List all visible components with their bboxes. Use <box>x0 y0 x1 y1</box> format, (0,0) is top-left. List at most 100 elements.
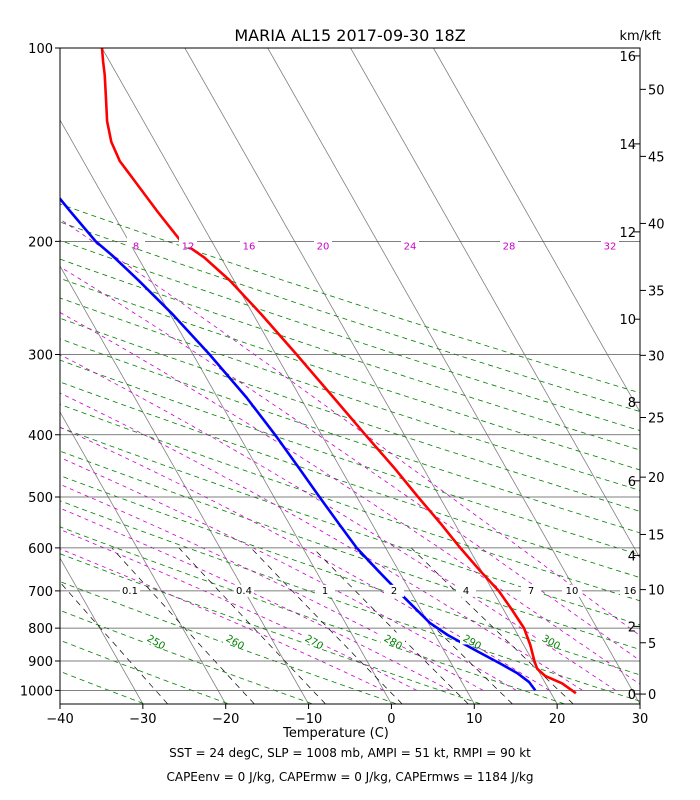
kft-tick-label: 0 <box>648 688 656 703</box>
footer-line-1: SST = 24 degC, SLP = 1008 mb, AMPI = 51 … <box>169 746 531 760</box>
footer-line-2: CAPEenv = 0 J/kg, CAPErmw = 0 J/kg, CAPE… <box>166 770 533 784</box>
mixing-ratio-label: 0.1 <box>122 586 138 597</box>
km-tick-label: 2 <box>628 620 636 635</box>
mixing-ratio-line <box>111 547 255 704</box>
isotherm-line <box>101 48 475 704</box>
x-tick-label: −20 <box>212 712 239 727</box>
dry-adiabat-line <box>60 381 640 579</box>
dry-adiabat-line <box>60 553 483 704</box>
km-tick-label: 14 <box>619 138 636 153</box>
isotherm-line <box>60 411 227 704</box>
mixing-ratio-label: 2 <box>391 586 397 597</box>
mixing-ratio-label-bg <box>562 584 582 597</box>
km-tick-label: 8 <box>628 396 636 411</box>
mixing-ratio-label-bg <box>456 584 476 597</box>
dry-adiabat-line <box>60 427 640 626</box>
mixing-ratio-label-bg <box>234 584 254 597</box>
x-tick-label: 10 <box>466 712 483 727</box>
x-tick-label: 0 <box>387 712 395 727</box>
moist-adiabat-line <box>60 392 583 691</box>
isotherm-line <box>350 48 640 559</box>
profile-line <box>100 48 577 695</box>
dry-adiabat-line <box>60 581 398 704</box>
moist-adiabat-line <box>60 312 640 685</box>
pressure-tick-label: 900 <box>28 655 53 670</box>
mixing-ratio-label-bg <box>120 584 140 597</box>
kft-tick-label: 15 <box>648 528 665 543</box>
dry-adiabat-line <box>60 670 146 704</box>
chart-title: MARIA AL15 2017-09-30 18Z <box>234 26 465 45</box>
moist-adiabat-label-bg <box>127 235 145 248</box>
moist-adiabat-label-bg <box>401 235 419 248</box>
moist-adiabat-line <box>60 426 550 691</box>
x-axis-label: Temperature (C) <box>282 726 389 741</box>
dry-adiabat-label-bg <box>539 632 563 645</box>
dry-adiabat-label-bg <box>223 632 247 645</box>
dry-adiabat-line <box>60 203 640 394</box>
x-tick-label: −40 <box>46 712 73 727</box>
pressure-tick-label: 400 <box>28 429 53 444</box>
moist-adiabat-label: 32 <box>604 241 617 252</box>
mixing-ratio-label-bg <box>315 584 335 597</box>
moist-adiabat-line <box>60 507 451 691</box>
x-axis: −40 −30 −20 −10 0 10 20 30 <box>46 704 648 727</box>
dry-adiabat-line <box>60 221 640 412</box>
dry-adiabat-line <box>60 609 314 704</box>
dry-adiabat-line <box>60 450 640 650</box>
moist-adiabat-label: 12 <box>182 241 195 252</box>
dry-adiabat-line <box>60 500 640 702</box>
dry-adiabat-label-bg <box>460 632 484 645</box>
moist-adiabat-line <box>60 266 640 662</box>
kft-tick-label: 20 <box>648 471 665 486</box>
dry-adiabat-line <box>60 297 640 491</box>
mixing-ratio-label: 16 <box>624 586 637 597</box>
dry-adiabat-line <box>60 317 640 512</box>
kft-tick-label: 45 <box>648 150 665 165</box>
mixing-ratio-label-bg <box>384 584 404 597</box>
pressure-tick-label: 300 <box>28 348 53 363</box>
pressure-tick-label: 200 <box>28 235 53 250</box>
plot-frame <box>59 47 641 705</box>
moist-adiabat-label-bg <box>314 235 332 248</box>
kft-tick-label: 40 <box>648 217 665 232</box>
mixing-ratio-label: 1 <box>322 586 328 597</box>
moist-adiabat-label-bg <box>601 235 619 248</box>
dry-adiabat-line <box>60 277 640 471</box>
kft-tick-label: 25 <box>648 412 665 427</box>
pressure-tick-label: 600 <box>28 542 53 557</box>
km-tick-label: 6 <box>628 475 636 490</box>
moist-adiabat-line <box>60 457 517 691</box>
pressure-axis: 100 200 300 400 500 600 700 800 900 1000 <box>20 42 60 699</box>
mixing-ratio-label: 7 <box>528 586 534 597</box>
km-tick-label: 16 <box>619 50 636 65</box>
moist-adiabat-label-bg <box>179 235 197 248</box>
moist-adiabat-label: 28 <box>503 241 516 252</box>
moist-adiabat-label: 24 <box>404 241 417 252</box>
moist-adiabat-label-bg <box>240 235 258 248</box>
pressure-tick-label: 100 <box>28 42 53 57</box>
height-axis: 0 2 4 6 8 10 12 14 16 0 5 10 15 20 25 30 35 40 45 50 <box>619 50 664 703</box>
isotherm-line <box>60 557 144 704</box>
mixing-ratio-line <box>178 547 326 704</box>
moist-adiabat-label: 20 <box>317 241 330 252</box>
profiles <box>60 48 577 695</box>
pressure-tick-label: 1000 <box>20 684 53 699</box>
moist-adiabat-label: 8 <box>133 241 139 252</box>
mixing-ratio-label: 4 <box>463 586 469 597</box>
mixing-ratio-label-bg <box>521 584 541 597</box>
mixing-ratio-line <box>60 581 168 704</box>
dry-adiabat-line <box>60 359 640 556</box>
isotherm-line <box>184 48 558 704</box>
dry-adiabat-line <box>60 338 640 534</box>
dry-adiabat-line <box>60 258 640 451</box>
pressure-tick-label: 700 <box>28 585 53 600</box>
moist-adiabat-label-bg <box>500 235 518 248</box>
dry-adiabat-label-bg <box>144 632 168 645</box>
dry-adiabat-label-bg <box>302 632 326 645</box>
moist-adiabat-label: 16 <box>243 241 256 252</box>
profile-line <box>60 196 537 692</box>
mixing-ratio-label-bg <box>620 584 640 597</box>
x-tick-label: −10 <box>295 712 322 727</box>
